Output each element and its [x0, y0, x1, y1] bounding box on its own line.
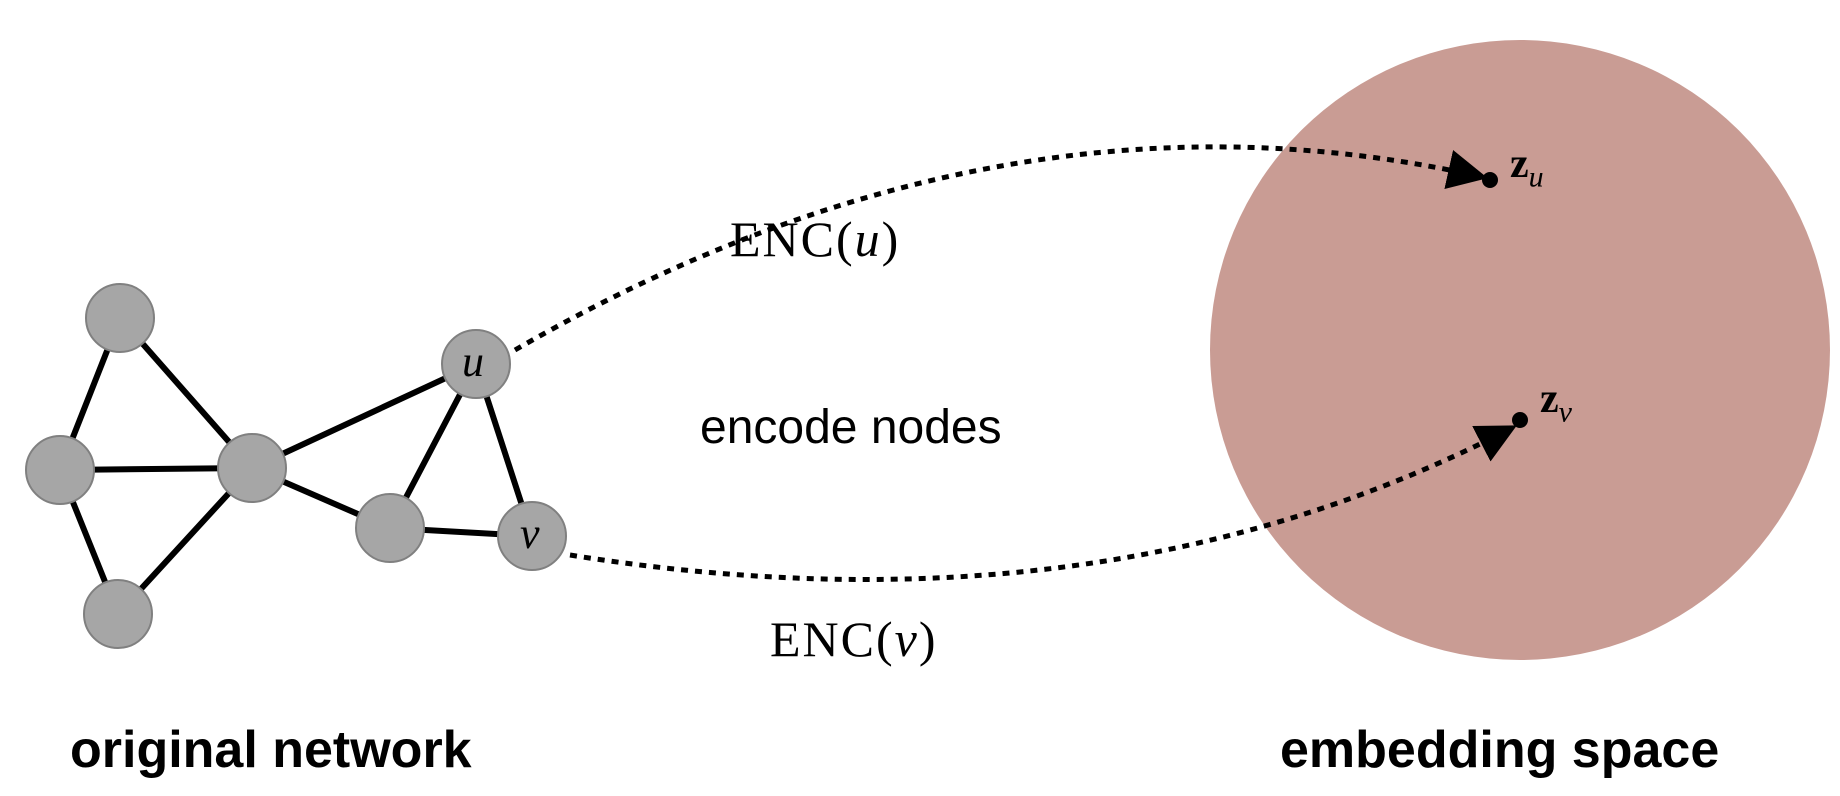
- network-nodes: [26, 284, 566, 648]
- zu-label: zu: [1510, 140, 1544, 194]
- enc-v-label: ENC(v): [770, 610, 938, 668]
- embedding-space-label: embedding space: [1280, 720, 1719, 780]
- embedding-space-ellipse: [1210, 40, 1830, 660]
- node-label-v: v: [520, 508, 540, 559]
- zv-label: zv: [1540, 375, 1572, 429]
- embedding-point-zu: [1482, 172, 1498, 188]
- network-node-n5: [356, 494, 424, 562]
- node-label-u: u: [462, 336, 484, 387]
- network-node-n4: [218, 434, 286, 502]
- enc-u-label: ENC(u): [730, 210, 900, 268]
- network-node-n2: [26, 436, 94, 504]
- network-node-n1: [86, 284, 154, 352]
- diagram-root: u v ENC(u) ENC(v) encode nodes zu zv ori…: [0, 0, 1840, 796]
- original-network-label: original network: [70, 720, 472, 780]
- encode-nodes-label: encode nodes: [700, 400, 1002, 455]
- edge: [252, 364, 476, 468]
- embedding-point-zv: [1512, 412, 1528, 428]
- network-node-n3: [84, 580, 152, 648]
